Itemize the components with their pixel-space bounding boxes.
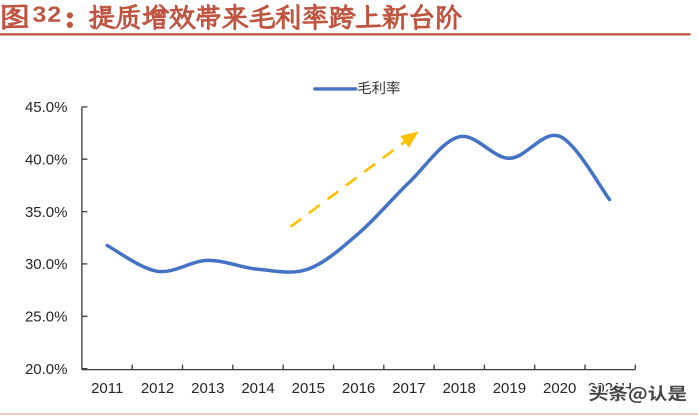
svg-text:25.0%: 25.0% [25, 309, 68, 326]
svg-text:2017: 2017 [392, 380, 425, 397]
svg-text:45.0%: 45.0% [25, 99, 68, 116]
svg-text:2015: 2015 [292, 380, 325, 397]
svg-text:2013: 2013 [191, 380, 224, 397]
svg-text:2011: 2011 [91, 380, 123, 397]
svg-text:2019: 2019 [493, 380, 526, 397]
svg-text:2018: 2018 [443, 380, 476, 397]
svg-text:2014: 2014 [241, 380, 274, 397]
svg-text:2012: 2012 [141, 380, 174, 397]
svg-text:2020: 2020 [543, 380, 576, 397]
svg-text:35.0%: 35.0% [25, 204, 68, 221]
svg-text:2016: 2016 [342, 380, 375, 397]
svg-text:20.0%: 20.0% [25, 361, 68, 378]
svg-text:40.0%: 40.0% [25, 152, 68, 169]
svg-text:30.0%: 30.0% [25, 256, 68, 273]
